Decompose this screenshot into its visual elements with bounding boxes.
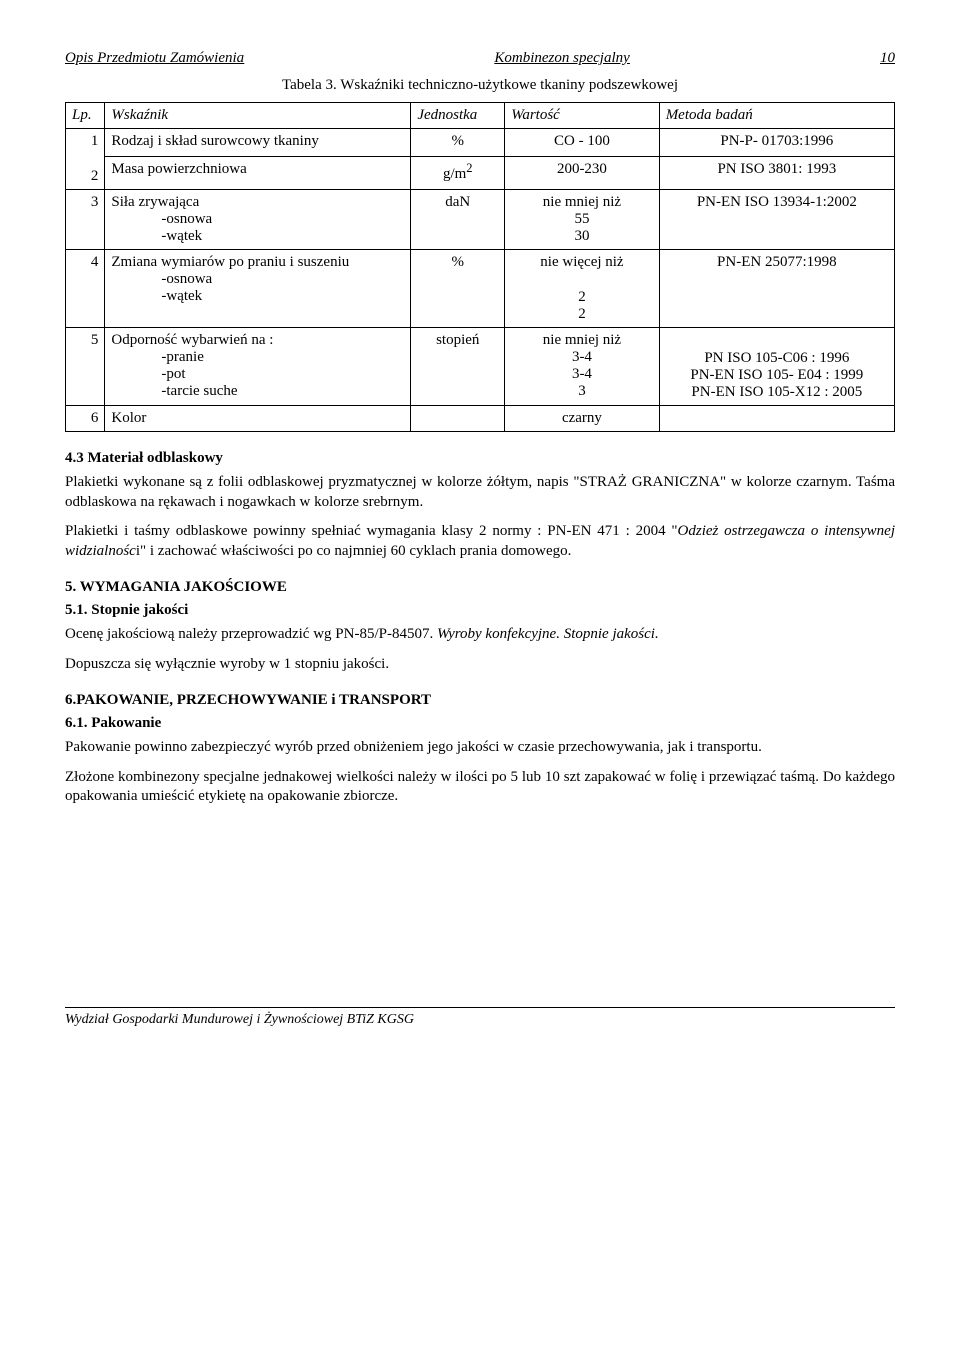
cell-unit: g/m2 — [411, 156, 505, 189]
header-right: 10 — [880, 50, 895, 67]
text-span: Ocenę jakościową należy przeprowadzić wg… — [65, 626, 437, 642]
name-sub: -tarcie suche — [111, 383, 404, 400]
cell-val: czarny — [505, 406, 659, 432]
method-line: PN ISO 105-C06 : 1996 — [666, 350, 888, 367]
val-line: nie więcej niż — [511, 254, 652, 271]
cell-lp: 2 — [72, 168, 98, 185]
name-text: Zmiana wymiarów po praniu i suszeniu — [111, 254, 349, 270]
cell-lp: 4 — [66, 250, 105, 328]
name-sub: -pranie — [111, 349, 404, 366]
cell-lp: 6 — [66, 406, 105, 432]
cell-name: Siła zrywająca -osnowa -wątek — [105, 190, 411, 250]
cell-lp: 3 — [66, 190, 105, 250]
cell-val: 200-230 — [505, 156, 659, 189]
name-text: Odporność wybarwień na : — [111, 332, 273, 348]
cell-val: nie więcej niż 2 2 — [505, 250, 659, 328]
cell-name: Rodzaj i skład surowcowy tkaniny — [105, 129, 411, 157]
cell-lp: 1 — [72, 133, 98, 150]
val-line: 3-4 — [511, 349, 652, 366]
section-61-title: 6.1. Pakowanie — [65, 715, 895, 732]
cell-val: nie mniej niż 55 30 — [505, 190, 659, 250]
cell-method: PN ISO 105-C06 : 1996 PN-EN ISO 105- E04… — [659, 328, 894, 406]
th-method: Metoda badań — [659, 103, 894, 129]
paragraph: Pakowanie powinno zabezpieczyć wyrób prz… — [65, 738, 895, 758]
val-line: 2 — [511, 289, 652, 306]
cell-unit — [411, 406, 505, 432]
page-footer: Wydział Gospodarki Mundurowej i Żywności… — [65, 1007, 895, 1028]
cell-val: CO - 100 — [505, 129, 659, 157]
table-header-row: Lp. Wskaźnik Jednostka Wartość Metoda ba… — [66, 103, 895, 129]
val-line: 55 — [511, 211, 652, 228]
text-span: Plakietki i taśmy odblaskowe powinny spe… — [65, 523, 678, 539]
cell-method: PN-EN ISO 13934-1:2002 — [659, 190, 894, 250]
cell-method — [659, 406, 894, 432]
paragraph: Plakietki i taśmy odblaskowe powinny spe… — [65, 522, 895, 561]
method-line: PN-EN ISO 105- E04 : 1999 — [666, 367, 888, 384]
name-sub: -wątek — [111, 288, 404, 305]
th-lp: Lp. — [66, 103, 105, 129]
cell-name: Zmiana wymiarów po praniu i suszeniu -os… — [105, 250, 411, 328]
method-line: PN-EN ISO 105-X12 : 2005 — [666, 384, 888, 401]
cell-name: Kolor — [105, 406, 411, 432]
val-line: 2 — [511, 306, 652, 323]
table-row: 6 Kolor czarny — [66, 406, 895, 432]
table-caption: Tabela 3. Wskaźniki techniczno-użytkowe … — [65, 77, 895, 94]
specs-table: Lp. Wskaźnik Jednostka Wartość Metoda ba… — [65, 102, 895, 432]
name-sub: -wątek — [111, 228, 404, 245]
cell-val: nie mniej niż 3-4 3-4 3 — [505, 328, 659, 406]
cell-lp: 5 — [66, 328, 105, 406]
table-row: 3 Siła zrywająca -osnowa -wątek daN nie … — [66, 190, 895, 250]
section-51-title: 5.1. Stopnie jakości — [65, 602, 895, 619]
section-5-title: 5. WYMAGANIA JAKOŚCIOWE — [65, 579, 895, 596]
unit-sup: 2 — [466, 161, 472, 175]
cell-name: Odporność wybarwień na : -pranie -pot -t… — [105, 328, 411, 406]
name-sub: -osnowa — [111, 271, 404, 288]
paragraph: Ocenę jakościową należy przeprowadzić wg… — [65, 625, 895, 645]
text-span: i" i zachować właściwości po co najmniej… — [136, 543, 572, 559]
section-43-title: 4.3 Materiał odblaskowy — [65, 450, 895, 467]
cell-unit: % — [411, 250, 505, 328]
name-sub: -pot — [111, 366, 404, 383]
section-6-title: 6.PAKOWANIE, PRZECHOWYWANIE i TRANSPORT — [65, 692, 895, 709]
table-row: Masa powierzchniowa g/m2 200-230 PN ISO … — [66, 156, 895, 189]
name-sub: -osnowa — [111, 211, 404, 228]
th-name: Wskaźnik — [105, 103, 411, 129]
name-text: Siła zrywająca — [111, 194, 199, 210]
th-unit: Jednostka — [411, 103, 505, 129]
page-header: Opis Przedmiotu Zamówienia Kombinezon sp… — [65, 50, 895, 67]
paragraph: Plakietki wykonane są z folii odblaskowe… — [65, 473, 895, 512]
cell-method: PN-P- 01703:1996 — [659, 129, 894, 157]
unit-text: g/m — [443, 166, 466, 182]
italic-span: Wyroby konfekcyjne. Stopnie jakości. — [437, 626, 659, 642]
table-row: 5 Odporność wybarwień na : -pranie -pot … — [66, 328, 895, 406]
paragraph: Dopuszcza się wyłącznie wyroby w 1 stopn… — [65, 655, 895, 675]
val-line: 3 — [511, 383, 652, 400]
cell-unit: daN — [411, 190, 505, 250]
table-row: 4 Zmiana wymiarów po praniu i suszeniu -… — [66, 250, 895, 328]
cell-method: PN-EN 25077:1998 — [659, 250, 894, 328]
val-line: 30 — [511, 228, 652, 245]
table-row: 1 2 Rodzaj i skład surowcowy tkaniny % C… — [66, 129, 895, 157]
paragraph: Złożone kombinezony specjalne jednakowej… — [65, 768, 895, 807]
cell-method: PN ISO 3801: 1993 — [659, 156, 894, 189]
cell-name: Masa powierzchniowa — [105, 156, 411, 189]
cell-unit: stopień — [411, 328, 505, 406]
val-line: nie mniej niż — [511, 332, 652, 349]
val-line: nie mniej niż — [511, 194, 652, 211]
header-center: Kombinezon specjalny — [494, 50, 629, 67]
cell-unit: % — [411, 129, 505, 157]
val-line: 3-4 — [511, 366, 652, 383]
header-left: Opis Przedmiotu Zamówienia — [65, 50, 244, 67]
th-val: Wartość — [505, 103, 659, 129]
